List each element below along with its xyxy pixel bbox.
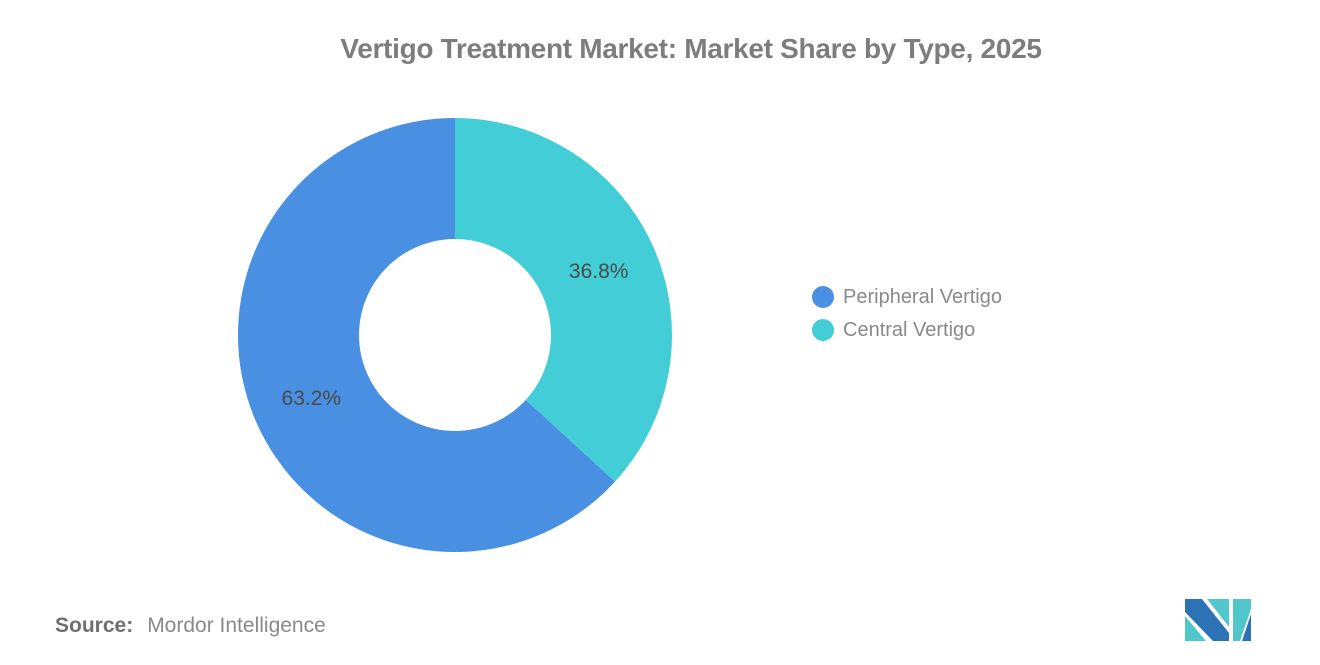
donut-slice-central-vertigo[interactable] (455, 118, 673, 482)
slice-value-label: 36.8% (569, 260, 629, 283)
slice-value-label: 63.2% (282, 387, 342, 410)
source-text: Mordor Intelligence (147, 614, 326, 637)
donut-slice-peripheral-vertigo[interactable] (238, 118, 616, 552)
logo-shape (1185, 599, 1229, 641)
source-label: Source: (55, 614, 134, 637)
legend-marker-icon (812, 319, 834, 341)
source-attribution: Source: Mordor Intelligence (55, 614, 326, 638)
mordor-intelligence-logo (1185, 599, 1251, 641)
legend-item-label: Central Vertigo (843, 318, 976, 341)
legend-item-peripheral-vertigo[interactable]: Peripheral Vertigo (812, 284, 1002, 310)
legend-item-central-vertigo[interactable]: Central Vertigo (812, 317, 1002, 343)
legend-item-label: Peripheral Vertigo (843, 285, 1002, 308)
donut-chart-container: 63.2% 36.8% (235, 115, 675, 555)
logo-shape (1242, 614, 1251, 641)
chart-title: Vertigo Treatment Market: Market Share b… (340, 33, 1042, 64)
legend-marker-icon (812, 286, 834, 308)
logo-shape (1185, 616, 1206, 641)
logo-shape (1233, 599, 1251, 641)
logo-shape (1207, 599, 1229, 627)
donut-chart: 63.2% 36.8% (238, 118, 673, 552)
chart-legend: Peripheral Vertigo Central Vertigo (812, 284, 1002, 350)
